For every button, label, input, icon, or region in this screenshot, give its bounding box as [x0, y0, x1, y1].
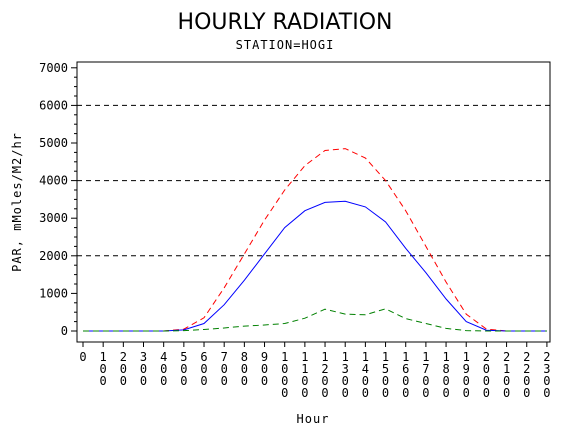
y-tick-label: 0: [61, 324, 68, 338]
reference-lines: [77, 104, 550, 257]
y-tick-label: 4000: [39, 174, 68, 188]
y-tick-label: 1000: [39, 286, 68, 300]
y-axis-label: PAR, mMoles/M2/hr: [10, 132, 24, 272]
series-layer: [83, 148, 547, 332]
series-line-3: [83, 308, 547, 332]
x-tick-label: 0: [79, 350, 86, 364]
series-line-2: [83, 200, 547, 332]
series-line-1: [83, 148, 547, 332]
chart-title: HOURLY RADIATION: [178, 10, 393, 35]
plot-frame: [76, 61, 551, 343]
x-axis-label: Hour: [297, 412, 330, 426]
x-axis: 0 1 0 0 2 0 0 3 0 0 4 0 0 5 0 0 6 0 0 7 0 0 8 0 0 9 0 0 1 0 0 0 1 1 0 0 1 2 0 0…: [79, 342, 551, 400]
y-tick-label: 2000: [39, 249, 68, 263]
y-tick-label: 5000: [39, 136, 68, 150]
y-tick-label: 6000: [39, 98, 68, 112]
y-axis: 0 1000 2000 3000 4000 5000 6000 7000: [39, 61, 77, 338]
y-tick-label: 7000: [39, 61, 68, 75]
y-tick-label: 3000: [39, 211, 68, 225]
chart-subtitle: STATION=HOGI: [236, 38, 335, 52]
